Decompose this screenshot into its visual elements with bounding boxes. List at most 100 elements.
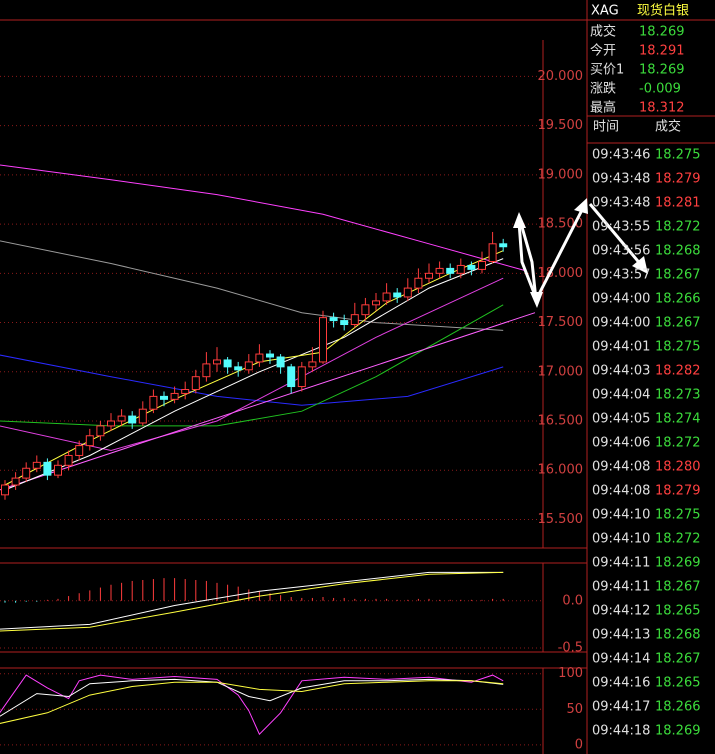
trade-price: 18.266 [655, 700, 701, 715]
indicator-line [0, 304, 504, 427]
trade-time: 09:44:00 [592, 292, 650, 307]
y-tick-label: 15.500 [538, 512, 584, 527]
arrow [535, 209, 584, 299]
trade-time: 09:44:04 [592, 388, 650, 403]
trade-time: 09:44:08 [592, 460, 650, 475]
trade-price: 18.269 [655, 556, 701, 571]
candle-body [117, 415, 126, 422]
candle-body [244, 361, 253, 371]
trade-time: 09:44:03 [592, 364, 650, 379]
trade-time: 09:44:11 [592, 580, 650, 595]
quote-label: 今开 [590, 43, 616, 59]
trade-price: 18.273 [655, 388, 701, 403]
candle-body [138, 408, 147, 424]
candle-body [414, 277, 423, 289]
candle-body [499, 243, 508, 248]
trade-price: 18.265 [655, 604, 701, 619]
indicator-line [0, 571, 504, 630]
candle-body [128, 415, 137, 424]
trade-price: 18.267 [655, 316, 701, 331]
candle-body [85, 435, 94, 447]
candle-body [11, 477, 20, 486]
arrow [588, 203, 644, 267]
trade-time: 09:43:55 [592, 220, 650, 235]
trade-time: 09:44:12 [592, 604, 650, 619]
candle-body [372, 300, 380, 306]
y-tick-label: 100 [558, 666, 583, 681]
trade-price: 18.272 [655, 532, 701, 547]
candle-body [403, 287, 412, 298]
y-tick-label: 50 [566, 702, 583, 717]
candle-body [287, 366, 296, 388]
trade-time: 09:43:48 [592, 172, 650, 187]
y-tick-label: 17.000 [538, 364, 584, 379]
table-header: 成交 [655, 119, 681, 135]
arrow [517, 221, 538, 299]
indicator-line [0, 277, 504, 452]
y-tick-label: -0.5 [558, 641, 583, 656]
candle-body [170, 392, 179, 400]
candle-body [160, 395, 168, 400]
candle-body [1, 484, 9, 496]
candle-body [96, 425, 105, 437]
candle-body [107, 420, 115, 427]
candle-body [255, 353, 264, 363]
candle-body [202, 363, 211, 378]
indicator-line [4, 258, 504, 491]
indicator-line [0, 571, 504, 632]
candle-body [467, 264, 476, 270]
trade-price: 18.279 [655, 484, 701, 499]
candle-body [191, 376, 200, 390]
candle-body [393, 292, 402, 298]
trade-price: 18.267 [655, 268, 701, 283]
trade-time: 09:44:11 [592, 556, 650, 571]
trade-price: 18.275 [655, 148, 701, 163]
candle-body [75, 445, 84, 456]
arrowhead [530, 292, 543, 308]
trade-time: 09:43:48 [592, 196, 650, 211]
candle-body [329, 317, 338, 322]
trade-time: 09:44:06 [592, 436, 650, 451]
y-tick-label: 16.000 [538, 463, 584, 478]
trade-price: 18.272 [655, 220, 701, 235]
quote-value: 18.269 [639, 63, 685, 78]
candle-body [64, 454, 73, 466]
candle-body [297, 366, 306, 388]
candle-body [223, 359, 232, 368]
y-tick-label: 20.000 [538, 69, 584, 84]
trade-price: 18.281 [655, 196, 701, 211]
indicator-line [0, 678, 504, 717]
trade-time: 09:44:01 [592, 340, 650, 355]
candle-body [308, 361, 317, 368]
trade-time: 09:43:57 [592, 268, 650, 283]
candle-body [54, 464, 62, 476]
candle-body [361, 304, 370, 316]
instrument-name: 现货白银 [637, 3, 689, 19]
arrowhead [574, 198, 588, 214]
candle-body [456, 264, 465, 274]
candle-body [446, 267, 455, 274]
indicator-line [0, 354, 504, 406]
trade-time: 09:43:56 [592, 244, 650, 259]
trade-time: 09:44:18 [592, 724, 650, 739]
indicator-line [0, 312, 536, 491]
trade-price: 18.268 [655, 628, 701, 643]
quote-value: -0.009 [639, 82, 681, 97]
trade-time: 09:44:10 [592, 508, 650, 523]
trade-price: 18.267 [655, 580, 701, 595]
candle-body [350, 314, 359, 326]
arrowhead [513, 212, 526, 228]
quote-label: 成交 [590, 24, 616, 40]
candle-body [319, 317, 327, 363]
candle-body [32, 461, 41, 469]
trade-price: 18.275 [655, 340, 701, 355]
candle-body [340, 320, 349, 326]
y-tick-label: 19.500 [538, 118, 584, 133]
quote-label: 涨跌 [590, 81, 616, 97]
trade-price: 18.275 [655, 508, 701, 523]
trade-price: 18.279 [655, 172, 701, 187]
candle-body [382, 292, 391, 302]
